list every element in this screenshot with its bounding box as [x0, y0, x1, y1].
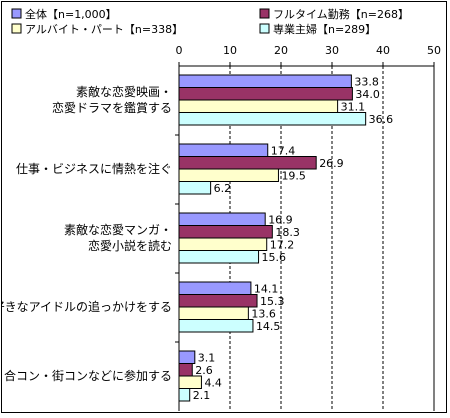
bar [178, 375, 202, 389]
bar [178, 294, 258, 308]
legend-swatch [11, 8, 22, 19]
bar-value-label: 26.9 [319, 157, 344, 170]
bar-value-label: 15.6 [262, 251, 287, 264]
bar-value-label: 31.1 [341, 101, 366, 114]
bar-value-label: 4.4 [204, 377, 222, 390]
category-label: 素敵な恋愛マンガ・ [64, 222, 172, 237]
bar [178, 388, 191, 402]
bar [178, 250, 260, 264]
bar [178, 112, 367, 126]
bar-value-label: 17.4 [271, 145, 296, 158]
bar [178, 363, 193, 377]
x-tick-label: 10 [223, 44, 237, 57]
bar-value-label: 17.2 [270, 239, 295, 252]
x-tick-label: 40 [376, 44, 390, 57]
x-tick-label: 0 [176, 44, 183, 57]
bar [178, 156, 317, 170]
legend-label: 専業主婦【n=289】 [273, 22, 376, 36]
category-label: 仕事・ビジネスに情熱を注ぐ [16, 161, 172, 176]
bar [178, 168, 279, 182]
bar-value-label: 15.3 [260, 295, 285, 308]
x-tick-label: 20 [274, 44, 288, 57]
bar [178, 306, 249, 320]
category-label: 恋愛小説を読む [88, 238, 172, 253]
category-label: 恋愛ドラマを鑑賞する [52, 100, 172, 115]
bar [178, 237, 268, 251]
bar-value-label: 2.6 [195, 364, 213, 377]
legend-label: アルバイト・パート【n=338】 [25, 23, 183, 36]
bar-value-label: 6.2 [214, 182, 232, 195]
bar [178, 350, 196, 364]
category-label: 素敵な恋愛映画・ [76, 84, 172, 99]
bar [178, 143, 269, 157]
legend-label: フルタイム勤務【n=268】 [273, 7, 409, 21]
bar [178, 225, 273, 239]
bar [178, 212, 266, 226]
legend-swatch [259, 23, 270, 34]
x-tick-label: 30 [325, 44, 339, 57]
legend-swatch [259, 8, 270, 19]
category-label: 合コン・街コンなどに参加する [4, 368, 172, 383]
bar-value-label: 14.1 [254, 283, 279, 296]
bar [178, 74, 352, 88]
bar [178, 87, 353, 101]
x-tick-label: 50 [427, 44, 441, 57]
bar [178, 99, 339, 113]
bar [178, 281, 252, 295]
chart-frame: 全体【n=1,000】 フルタイム勤務【n=268】アルバイト・パート【n=338… [1, 1, 447, 413]
bar-value-label: 34.0 [355, 88, 380, 101]
category-label: 好きなアイドルの追っかけをする [2, 299, 172, 314]
bar-value-label: 18.3 [275, 226, 300, 239]
bar-value-label: 19.5 [281, 170, 306, 183]
bar-value-label: 16.9 [268, 214, 293, 227]
bar-value-label: 13.6 [251, 308, 275, 321]
bar-value-label: 36.6 [369, 113, 394, 126]
bar-value-label: 2.1 [193, 389, 211, 402]
bar-value-label: 14.5 [256, 320, 281, 333]
bar-value-label: 3.1 [198, 352, 216, 365]
legend-swatch [11, 23, 22, 34]
bar [178, 181, 212, 195]
bar [178, 319, 254, 333]
bar-value-label: 33.8 [354, 76, 379, 89]
legend-label: 全体【n=1,000】 [25, 7, 117, 21]
